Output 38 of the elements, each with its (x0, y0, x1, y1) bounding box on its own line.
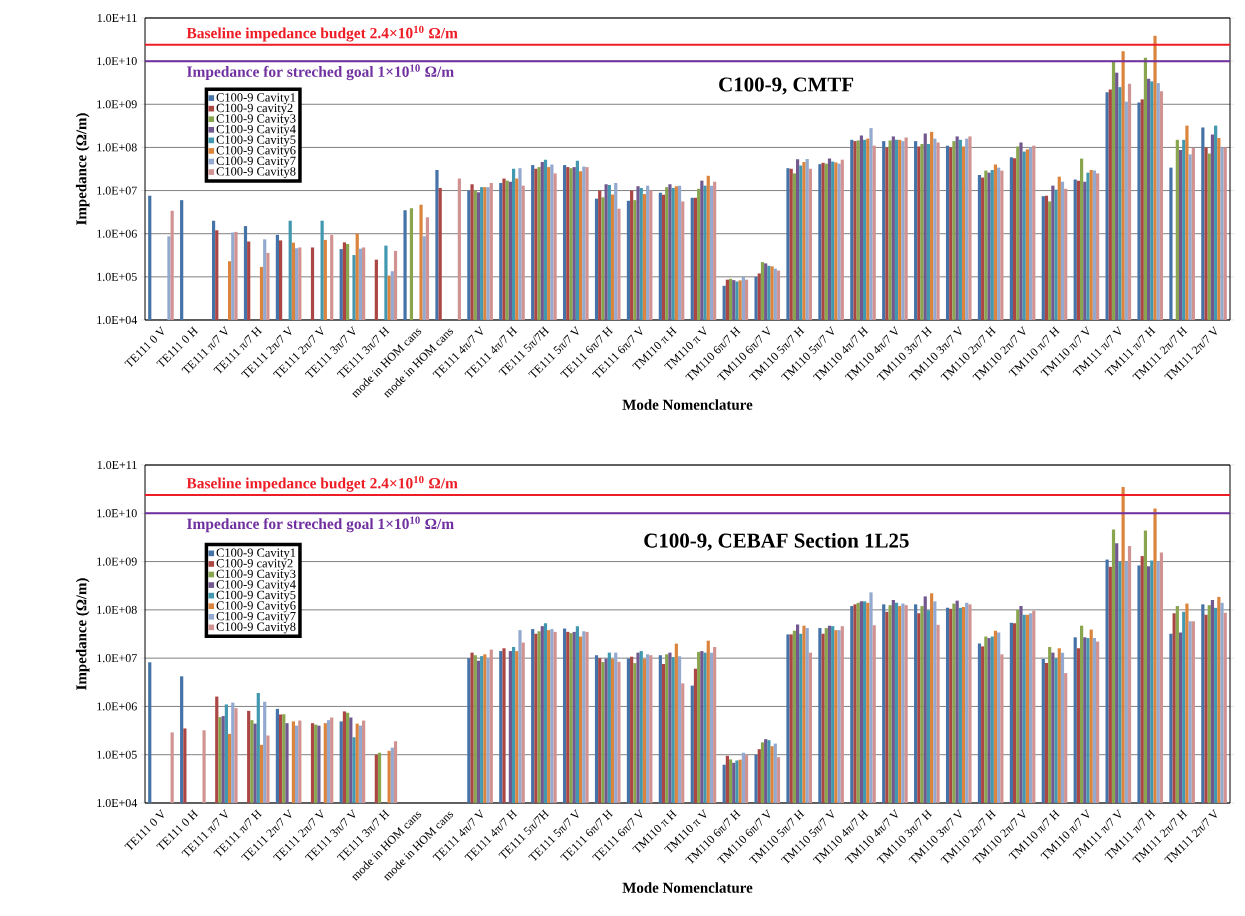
y-tick-label: 1.0E+09 (97, 557, 137, 566)
y-tick-label: 1.0E+07 (97, 186, 137, 195)
y-tick-label: 1.0E+06 (97, 229, 137, 238)
y-tick-label: 1.0E+06 (97, 702, 137, 711)
text: C100-9, CMTF (719, 77, 854, 95)
y-tick-label: 1.0E+10 (97, 509, 137, 518)
legend-label: C100-9 Cavity6 (216, 601, 296, 613)
y-tick-label: 1.0E+08 (97, 605, 137, 614)
legend-label: C100-9 Cavity5 (216, 590, 296, 602)
legend-label: C100-9 cavity2 (216, 103, 293, 115)
y-tick-label: 1.0E+09 (97, 100, 137, 109)
y-tick-label: 1.0E+04 (97, 315, 138, 325)
x-axis-title: Mode Nomenclature (622, 882, 753, 893)
legend-label: C100-9 Cavity7 (216, 611, 296, 623)
y-tick-label: 1.0E+04 (97, 798, 138, 808)
y-axis-title: Impedance (Ω/m) (75, 578, 90, 690)
ref-line-label: Impedance for streched goal 1×10$^{10}$ Ω/m (187, 64, 454, 81)
y-tick-label: 1.0E+10 (97, 57, 137, 66)
y-tick-label: 1.0E+05 (97, 750, 137, 759)
legend-label: C100-9 Cavity5 (216, 135, 296, 147)
legend-label: C100-9 Cavity1 (216, 548, 296, 560)
legend-label: C100-9 Cavity8 (216, 167, 296, 179)
y-tick-label: 1.0E+05 (97, 272, 137, 281)
x-axis-title: Mode Nomenclature (622, 399, 753, 410)
y-tick-label: 1.0E+11 (97, 460, 137, 470)
y-tick-label: 1.0E+08 (97, 143, 137, 152)
y-axis-title: Impedance (Ω/m) (75, 113, 90, 225)
ref-line-label: Baseline impedance budget 2.4×10$^{10}$ Ω/m (186, 25, 458, 42)
legend-label: C100-9 Cavity7 (216, 156, 296, 168)
y-tick-label: 1.0E+11 (97, 13, 137, 23)
legend-label: C100-9 Cavity8 (216, 622, 296, 634)
text: C100-9, CEBAF Section 1L25 (644, 532, 909, 551)
legend-label: C100-9 Cavity4 (216, 124, 296, 136)
legend-label: C100-9 Cavity3 (216, 569, 296, 581)
y-tick-label: 1.0E+07 (97, 654, 137, 663)
legend-label: C100-9 Cavity3 (216, 114, 296, 126)
ref-line-label: Baseline impedance budget 2.4×10$^{10}$ Ω/m (186, 475, 458, 492)
ref-line-label: Impedance for streched goal 1×10$^{10}$ Ω/m (187, 516, 454, 533)
